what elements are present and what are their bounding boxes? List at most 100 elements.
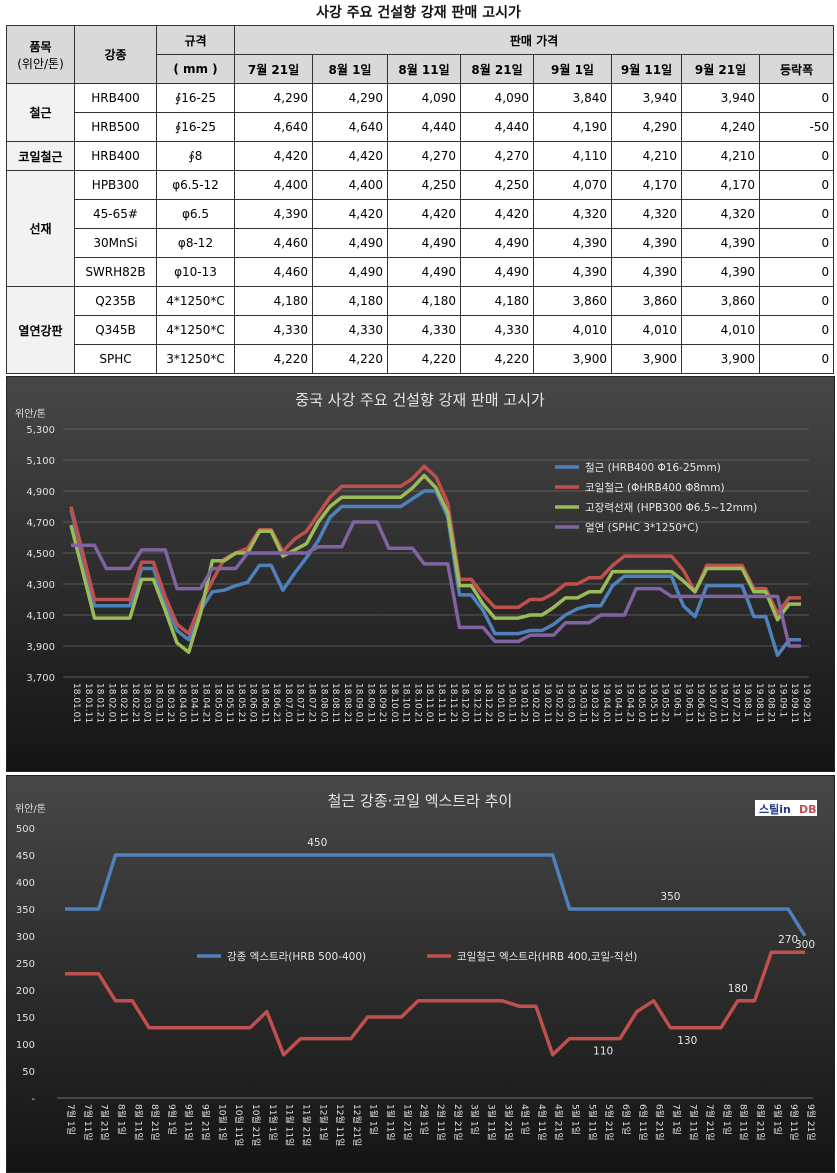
header-date-2: 8월 11일 (387, 54, 461, 84)
table-row: 45-65# φ6.5 4,390 4,420 4,420 4,420 4,320 4,320… (7, 199, 835, 229)
price-cell: 4,250 (460, 170, 534, 200)
price-cell: 4,010 (533, 315, 612, 345)
x-tick-label: 19.07.11 (719, 683, 729, 723)
grade-cell: Q345B (74, 315, 157, 345)
x-tick-label: 18.06.11 (259, 683, 269, 723)
x-tick-label: 18.08.01 (318, 683, 328, 723)
price-cell: 4,220 (234, 344, 313, 374)
x-tick-label: 19.08.11 (754, 683, 764, 723)
price-cell: 4,420 (312, 141, 388, 171)
price-cell: 4,210 (611, 141, 682, 171)
table-row: SWRH82B φ10-13 4,460 4,490 4,490 4,490 4,390 4,… (7, 257, 835, 287)
grade-cell: HRB400 (74, 83, 157, 113)
x-tick-label: 19.06.11 (683, 683, 693, 723)
x-tick-label: 18.11.11 (436, 683, 446, 723)
x-tick-label: 12월 1일 (317, 1104, 329, 1141)
price-cell: 4,110 (533, 141, 612, 171)
x-tick-label: 1월 21일 (401, 1104, 413, 1141)
x-tick-label: 5월 21일 (603, 1104, 615, 1141)
x-tick-label: 6월 11일 (637, 1104, 649, 1141)
price-cell: 3,900 (533, 344, 612, 374)
spec-cell: φ6.5 (156, 199, 235, 229)
x-tick-label: 19.02.01 (530, 683, 540, 723)
x-tick-label: 19.06.21 (695, 683, 705, 723)
price-cell: 4,420 (460, 199, 534, 229)
x-tick-label: 8월 21일 (149, 1104, 161, 1141)
price-cell: 4,290 (611, 112, 682, 142)
header-date-0: 7월 21일 (234, 54, 313, 84)
y-tick-label: 5,100 (26, 456, 55, 467)
y-tick-label: 4,700 (26, 518, 55, 529)
price-cell: 4,490 (387, 228, 461, 258)
change-cell: 0 (758, 170, 835, 200)
spec-cell: φ10-13 (156, 257, 235, 287)
price-cell: 4,490 (460, 257, 534, 287)
x-tick-label: 11월 21일 (300, 1104, 312, 1146)
x-tick-label: 3월 21일 (502, 1104, 514, 1141)
y-tick-label: 350 (16, 905, 35, 916)
x-tick-label: 18.06.21 (271, 683, 281, 723)
change-cell: 0 (758, 199, 835, 229)
price-cell: 4,420 (234, 141, 313, 171)
price-cell: 4,640 (234, 112, 313, 142)
grade-cell: SWRH82B (74, 257, 157, 287)
x-tick-label: 4월 1일 (519, 1104, 531, 1135)
x-tick-label: 19.03.01 (566, 683, 576, 723)
spec-cell: ∮8 (156, 141, 235, 171)
x-tick-label: 5월 11일 (586, 1104, 598, 1141)
y-tick-label: 200 (16, 986, 35, 997)
x-tick-label: 18.01.21 (95, 683, 105, 723)
data-label: 270 (778, 934, 798, 946)
x-tick-label: 18.07.01 (283, 683, 293, 723)
x-tick-label: 7월 1일 (65, 1104, 77, 1135)
table-row: 30MnSi φ8-12 4,460 4,490 4,490 4,490 4,390 4,39… (7, 228, 835, 258)
legend-label: 고장력선재 (HPB300 Φ6.5~12mm) (585, 502, 757, 514)
logo-background (755, 800, 817, 816)
price-cell: 4,420 (387, 199, 461, 229)
x-tick-label: 19.05.01 (636, 683, 646, 723)
x-tick-label: 19.07.21 (730, 683, 740, 723)
x-tick-label: 18.10.11 (401, 683, 411, 723)
x-tick-label: 18.07.21 (306, 683, 316, 723)
x-tick-label: 8월 11일 (738, 1104, 750, 1141)
y-tick-label: 4,500 (26, 549, 55, 560)
spec-cell: 3*1250*C (156, 344, 235, 374)
x-tick-label: 11월 1일 (267, 1104, 279, 1141)
price-cell: 3,940 (611, 83, 682, 113)
price-cell: 4,220 (460, 344, 534, 374)
x-tick-label: 10월 1일 (216, 1104, 228, 1141)
chart-title: 중국 사강 주요 건설향 강재 판매 고시가 (295, 391, 545, 409)
price-cell: 4,460 (234, 257, 313, 287)
price-cell: 4,320 (533, 199, 612, 229)
x-tick-label: 19.09.1 (777, 683, 787, 717)
series-line-0 (69, 489, 801, 658)
price-cell: 4,290 (234, 83, 313, 113)
x-tick-label: 18.05.21 (236, 683, 246, 723)
table-row: 코일철근 HRB400 ∮8 4,420 4,420 4,270 4,270 4,110 4,2… (6, 141, 835, 171)
y-tick-label: 5,300 (26, 425, 55, 436)
x-tick-label: 18.03.11 (153, 683, 163, 723)
x-tick-label: 7월 1일 (670, 1104, 682, 1135)
price-cell: 4,390 (681, 228, 760, 258)
legend-label: 열연 (SPHC 3*1250*C) (585, 522, 699, 534)
grade-cell: HRB500 (74, 112, 157, 142)
price-cell: 4,320 (681, 199, 760, 229)
grade-cell: SPHC (74, 344, 157, 374)
price-cell: 4,210 (681, 141, 760, 171)
x-tick-label: 7월 21일 (704, 1104, 716, 1141)
grade-cell: HPB300 (74, 170, 157, 200)
price-cell: 4,330 (387, 315, 461, 345)
x-tick-label: 19.04.01 (601, 683, 611, 723)
price-cell: 4,180 (387, 286, 461, 316)
y-tick-label: 3,700 (26, 673, 55, 684)
x-tick-label: 18.03.01 (142, 683, 152, 723)
price-table: 품목 (위안/톤) 강종 규격 판매 가격 ( mm ) 7월 21일 8월 1일 8… (6, 25, 835, 374)
change-cell: 0 (758, 141, 835, 171)
y-tick-label: 450 (16, 851, 35, 862)
change-cell: 0 (758, 344, 835, 374)
price-cell: 4,440 (460, 112, 534, 142)
y-tick-label: 4,300 (26, 580, 55, 591)
price-cell: 4,250 (387, 170, 461, 200)
y-tick-label: - (31, 1094, 35, 1105)
